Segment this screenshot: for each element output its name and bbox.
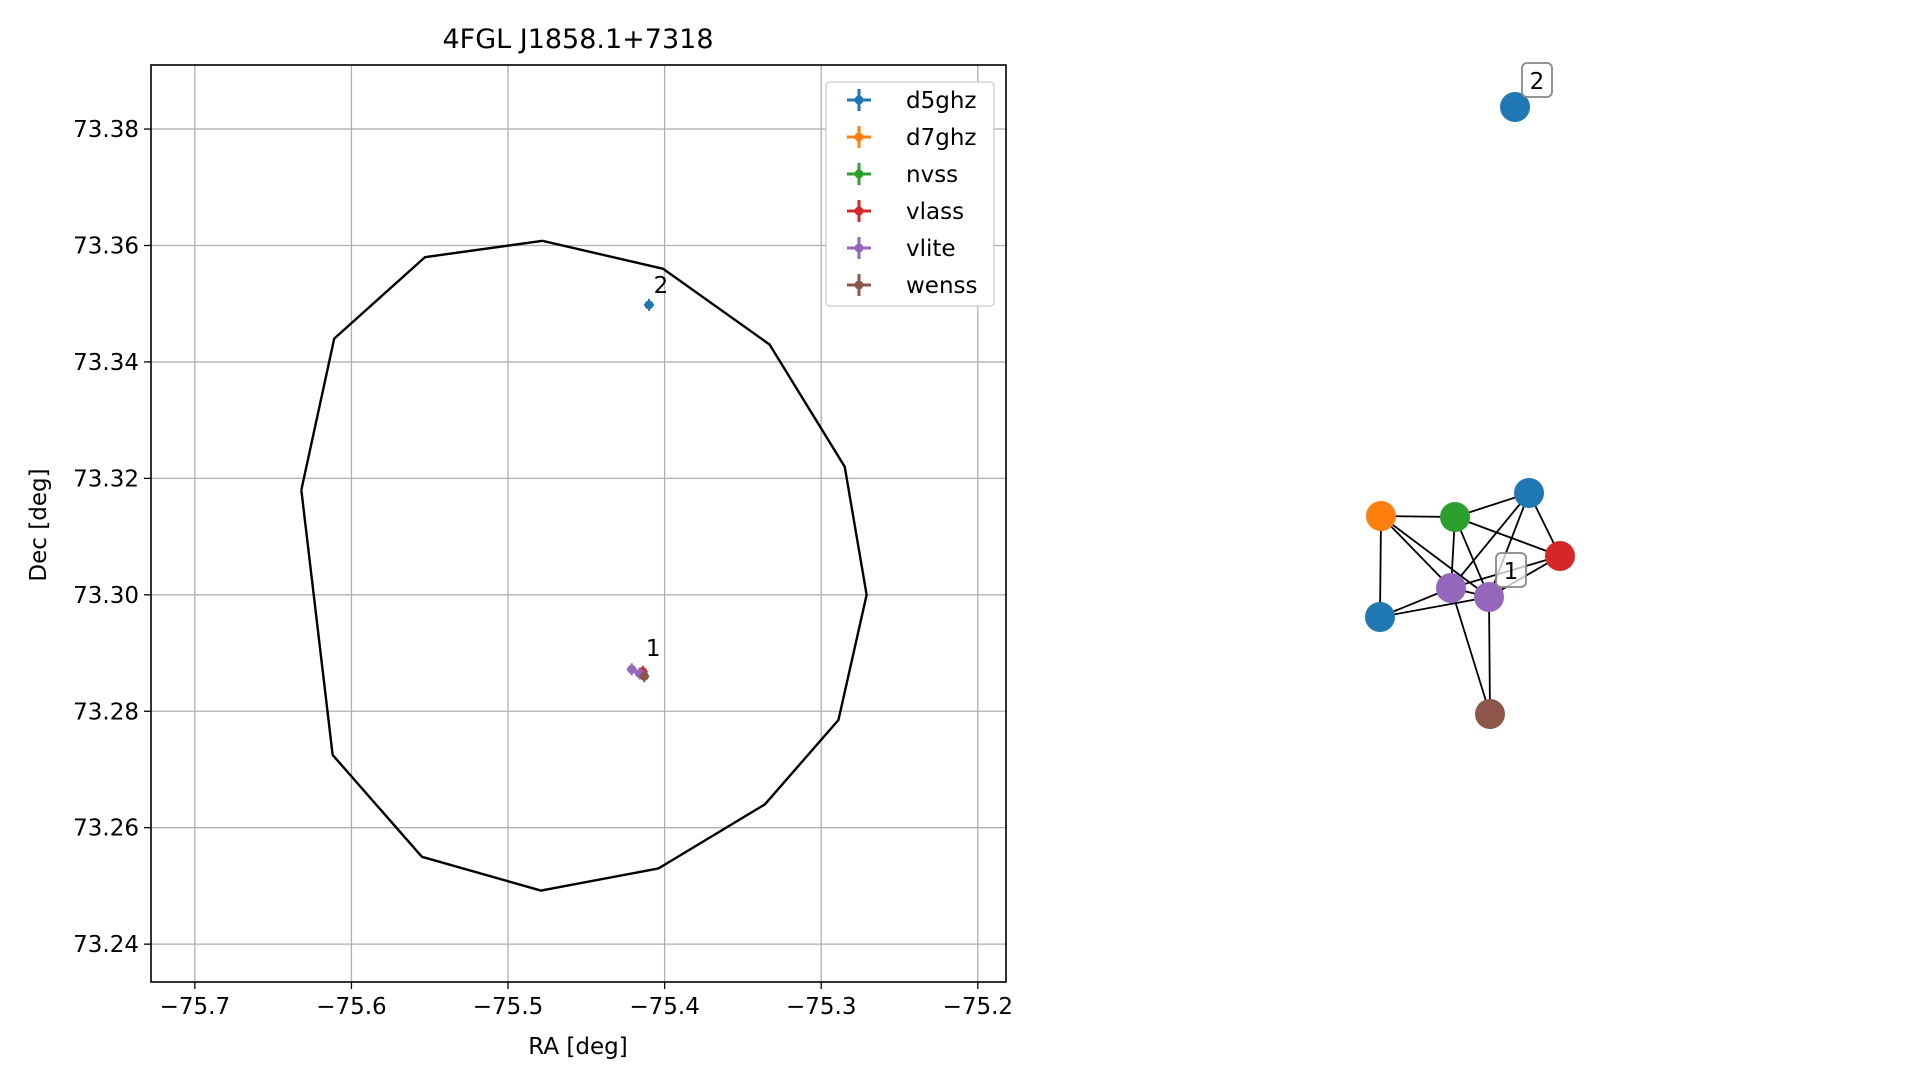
- point-annotations: 21: [646, 273, 668, 662]
- network-labels: 21: [1495, 62, 1553, 588]
- network-label: 1: [1504, 559, 1519, 585]
- point-d5ghz: [644, 300, 654, 310]
- network-edge: [1380, 515, 1452, 589]
- y-axis-ticks: 73.24 73.26 73.28 73.30 73.32 73.34 73.36 73.38: [73, 117, 151, 958]
- axes-frame: [150, 64, 1007, 983]
- legend-label-wenss: wenss: [906, 273, 978, 299]
- network-label-box: [1521, 62, 1553, 98]
- point-annotation: 2: [654, 273, 669, 299]
- network-node: [1365, 602, 1395, 632]
- x-axis-label: RA [deg]: [528, 1034, 627, 1060]
- network-graph: 21: [1365, 62, 1575, 729]
- ellipse-layer: [300, 239, 868, 892]
- x-axis-ticks: −75.7 −75.6 −75.5 −75.4 −75.3 −75.2: [160, 982, 1013, 1020]
- y-tick-label: 73.38: [73, 117, 139, 143]
- network-edge: [1450, 587, 1491, 715]
- network-nodes: [1365, 92, 1575, 729]
- x-tick-label: −75.4: [629, 994, 699, 1020]
- legend-marker-nvss: [854, 169, 864, 179]
- legend-marker-d7ghz: [854, 132, 864, 142]
- network-node: [1545, 541, 1575, 571]
- y-tick-label: 73.24: [73, 932, 139, 958]
- legend-label-d7ghz: d7ghz: [906, 125, 976, 151]
- legend-items: d5ghz d7ghz nvss vlass vlite wenss: [847, 88, 978, 299]
- legend-marker-wenss: [854, 280, 864, 290]
- legend-label-nvss: nvss: [906, 162, 958, 188]
- legend-label-d5ghz: d5ghz: [906, 88, 976, 114]
- data-points: [626, 298, 654, 683]
- y-axis-label: Dec [deg]: [26, 468, 52, 581]
- network-node: [1475, 699, 1505, 729]
- y-tick-label: 73.26: [73, 816, 139, 842]
- point-vlite: [627, 664, 637, 674]
- network-label: 2: [1530, 69, 1545, 95]
- legend-marker-vlass: [854, 206, 864, 216]
- x-tick-label: −75.3: [786, 994, 856, 1020]
- network-node: [1440, 502, 1470, 532]
- grid-lines: [151, 65, 1006, 982]
- network-node: [1514, 478, 1544, 508]
- network-edge: [1488, 596, 1491, 715]
- network-edge: [1379, 596, 1490, 618]
- network-edge: [1380, 515, 1490, 598]
- chart-title: 4FGL J1858.1+7318: [442, 24, 713, 55]
- network-label-box: [1495, 552, 1527, 588]
- x-tick-label: −75.7: [160, 994, 230, 1020]
- y-tick-label: 73.28: [73, 699, 139, 725]
- x-tick-label: −75.5: [473, 994, 543, 1020]
- y-tick-label: 73.32: [73, 466, 139, 492]
- point-wenss: [639, 671, 649, 681]
- network-node: [1436, 573, 1466, 603]
- network-node: [1366, 501, 1396, 531]
- x-tick-label: −75.6: [316, 994, 386, 1020]
- localization-ellipse: [300, 239, 868, 892]
- network-node: [1500, 92, 1530, 122]
- network-node: [1474, 582, 1504, 612]
- network-edge: [1450, 492, 1530, 589]
- legend-marker-d5ghz: [854, 95, 864, 105]
- y-tick-label: 73.30: [73, 583, 139, 609]
- legend-label-vlite: vlite: [906, 236, 956, 262]
- legend-label-vlass: vlass: [906, 199, 964, 225]
- network-edge: [1454, 516, 1561, 557]
- legend: d5ghz d7ghz nvss vlass vlite wenss: [825, 81, 995, 307]
- y-tick-label: 73.34: [73, 350, 139, 376]
- network-edge: [1379, 515, 1382, 618]
- y-tick-label: 73.36: [73, 233, 139, 259]
- x-tick-label: −75.2: [943, 994, 1013, 1020]
- legend-marker-vlite: [854, 243, 864, 253]
- point-annotation: 1: [646, 636, 661, 662]
